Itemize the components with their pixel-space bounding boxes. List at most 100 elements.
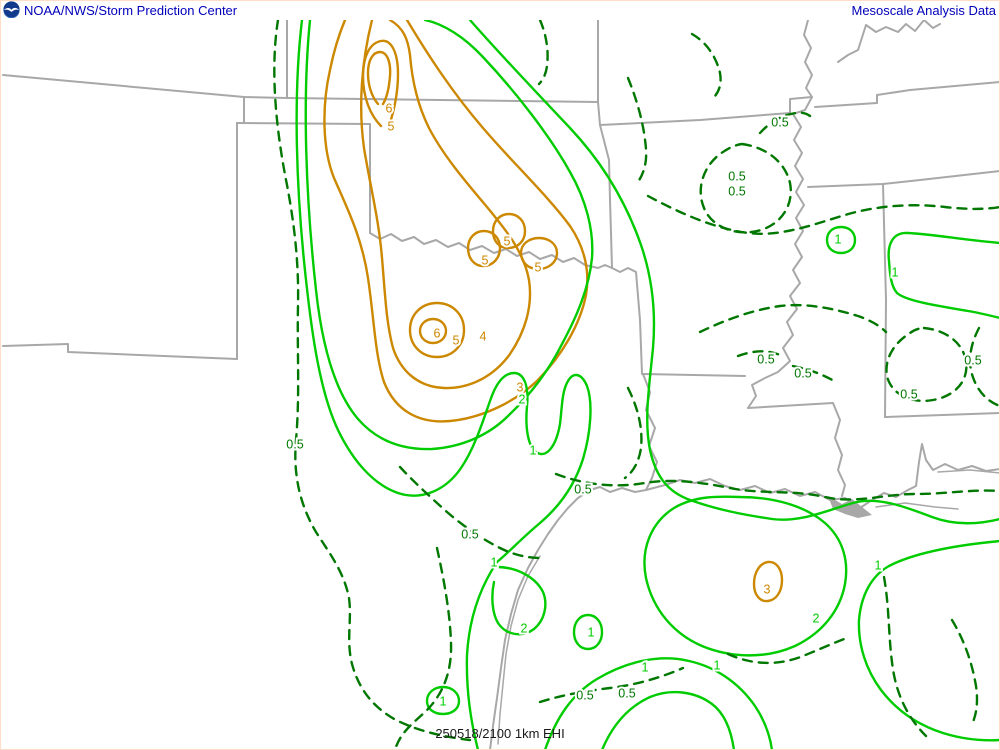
contour-line-0.5	[950, 618, 979, 724]
contour-label: 1	[588, 625, 595, 639]
contour-line-4	[359, 18, 532, 390]
state-border-line	[884, 412, 1000, 418]
coastal-landmass	[828, 496, 872, 518]
state-border-line	[2, 343, 238, 360]
contour-label: 5	[504, 234, 511, 248]
contour-line-1	[295, 18, 592, 750]
contour-label: 0.5	[461, 527, 478, 541]
contour-label: 1	[642, 660, 649, 674]
contour-line-3	[323, 18, 589, 423]
contour-line-0.5	[699, 142, 792, 234]
state-border-line	[789, 96, 813, 114]
contour-label: 0.5	[574, 482, 591, 496]
contour-label: 6	[434, 326, 441, 340]
map-caption: 250518/2100 1km EHI	[435, 726, 565, 741]
contour-line-0.5	[736, 350, 782, 358]
state-border-line	[937, 469, 1000, 474]
contour-line-1	[825, 225, 857, 255]
contour-line-0.5	[554, 472, 1000, 501]
contour-label: 5	[482, 253, 489, 267]
contour-label: 0.5	[794, 366, 811, 380]
state-border-line	[236, 122, 371, 125]
state-border-line	[369, 232, 613, 269]
state-border-line	[599, 124, 613, 269]
contour-line-6	[366, 50, 392, 106]
contour-line-5	[408, 301, 466, 359]
contour-line-1	[468, 18, 1000, 525]
contour-label: 0.5	[964, 353, 981, 367]
contour-line-0.5	[885, 326, 968, 403]
contour-line-5	[491, 212, 527, 250]
contour-label: 0.5	[728, 169, 745, 183]
contour-label: 1	[714, 658, 721, 672]
state-border-line	[597, 19, 601, 126]
noaa-logo-icon	[3, 1, 20, 18]
contour-label: 1	[875, 558, 882, 572]
contour-label: 4	[480, 329, 487, 343]
state-border-line	[814, 81, 1000, 108]
contour-line-0.5	[537, 18, 549, 86]
contour-line-1	[857, 539, 1000, 742]
contour-line-0.5	[968, 326, 1000, 408]
contour-label: 5	[535, 260, 542, 274]
contour-label: 0.5	[576, 688, 593, 702]
contour-label: 0.5	[618, 686, 635, 700]
state-border-line	[489, 443, 1000, 750]
contour-line-0.5	[393, 546, 453, 750]
contour-line-0.5	[698, 303, 888, 334]
contour-line-0.5	[791, 364, 836, 383]
contour-line-0.5	[758, 111, 812, 135]
contour-label: 3	[764, 582, 771, 596]
page-title: NOAA/NWS/Storm Prediction Center	[24, 3, 238, 18]
state-border-line	[642, 373, 746, 377]
contour-line-5	[519, 236, 559, 271]
contour-line-1	[887, 231, 1000, 320]
contour-label: 0.5	[757, 352, 774, 366]
contour-label: 2	[521, 621, 528, 635]
state-border-line	[803, 19, 813, 98]
state-border-line	[611, 267, 643, 375]
contour-line-0.5	[690, 32, 722, 101]
contour-line-0.5	[398, 465, 542, 560]
contour-label: 0.5	[900, 387, 917, 401]
contour-label: 6	[386, 101, 393, 115]
state-border-line	[2, 74, 599, 103]
state-border-line	[807, 170, 1000, 188]
state-border-line	[747, 96, 813, 409]
page-subtitle: Mesoscale Analysis Data	[851, 3, 996, 18]
contour-line-0.5	[273, 18, 472, 742]
contour-line-1	[572, 613, 604, 651]
contour-label: 2	[813, 611, 820, 625]
contour-label: 1	[491, 555, 498, 569]
contour-line-0.5	[623, 386, 643, 480]
contour-label: 3	[517, 380, 524, 394]
contour-line-0.5	[626, 76, 648, 184]
contour-line-2	[304, 18, 594, 451]
state-border-line	[642, 373, 658, 491]
state-border-line	[599, 112, 791, 126]
contour-line-1	[425, 685, 461, 716]
contour-label: 5	[453, 333, 460, 347]
contour-line-0.5	[646, 194, 1000, 235]
contour-line-0.5	[538, 666, 685, 704]
state-border-line	[882, 183, 887, 418]
contour-line-5	[361, 39, 400, 128]
state-border-line	[747, 402, 846, 497]
contour-label: 2	[519, 392, 526, 406]
contour-line-5	[466, 229, 502, 268]
contour-label: 0.5	[771, 115, 788, 129]
state-border-line	[837, 19, 941, 63]
contour-line-1	[543, 657, 774, 750]
state-border-line	[875, 502, 959, 510]
contour-label: 1	[892, 265, 899, 279]
contour-line-2	[600, 690, 736, 750]
contour-label: 1	[440, 694, 447, 708]
contour-label: 1	[835, 232, 842, 246]
contour-label: 0.5	[286, 437, 303, 451]
contour-label: 0.5	[728, 184, 745, 198]
contour-line-0.5	[726, 636, 849, 665]
contour-line-2	[643, 495, 848, 657]
contour-line-2	[491, 565, 547, 636]
